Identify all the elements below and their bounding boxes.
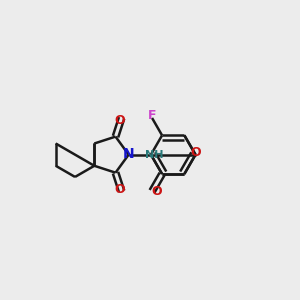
Text: N: N [123, 147, 134, 161]
Text: NH: NH [145, 150, 163, 160]
Text: F: F [148, 109, 156, 122]
Text: O: O [114, 114, 125, 127]
Text: O: O [114, 183, 125, 196]
Text: O: O [190, 146, 201, 159]
Text: O: O [152, 185, 162, 198]
